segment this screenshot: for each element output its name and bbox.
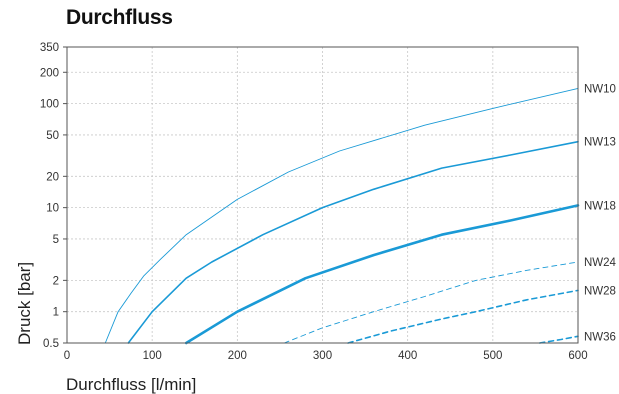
series-label-nw36: NW36 bbox=[584, 331, 616, 343]
chart-title: Durchfluss bbox=[66, 6, 173, 29]
series-line-nw10 bbox=[104, 87, 579, 344]
x-tick-label: 0 bbox=[64, 350, 70, 362]
series-line-nw28 bbox=[347, 289, 579, 344]
x-axis-title: Durchfluss [l/min] bbox=[66, 375, 196, 394]
series-line-nw24 bbox=[283, 261, 579, 344]
y-tick-label: 200 bbox=[40, 67, 59, 79]
y-tick-label: 350 bbox=[40, 42, 59, 54]
series-label-nw18: NW18 bbox=[584, 200, 616, 212]
y-tick-label: 2 bbox=[53, 275, 59, 287]
series-label-nw28: NW28 bbox=[584, 285, 616, 297]
series-line-nw18 bbox=[184, 204, 580, 345]
y-tick-label: 1 bbox=[53, 307, 59, 319]
plot-frame bbox=[66, 46, 579, 344]
y-tick-label: 0.5 bbox=[43, 338, 59, 350]
y-tick-label: 20 bbox=[46, 171, 59, 183]
series-label-nw13: NW13 bbox=[584, 137, 616, 149]
series-line-nw36 bbox=[538, 335, 579, 344]
x-tick-label: 500 bbox=[483, 350, 502, 362]
series-label-nw10: NW10 bbox=[584, 83, 616, 95]
series-line-nw13 bbox=[127, 140, 579, 344]
x-tick-label: 300 bbox=[313, 350, 332, 362]
axis-layer bbox=[63, 46, 579, 344]
x-tick-label: 100 bbox=[143, 350, 162, 362]
series-layer bbox=[104, 87, 580, 345]
y-tick-label: 100 bbox=[40, 99, 59, 111]
label-layer: 0 100 200 300 400 500 600 0.5 1 2 5 10 20 50 100 200 350… bbox=[40, 42, 617, 362]
grid-layer bbox=[67, 47, 578, 343]
y-tick-label: 10 bbox=[46, 203, 59, 215]
x-tick-label: 400 bbox=[398, 350, 417, 362]
x-tick-label: 200 bbox=[228, 350, 247, 362]
y-tick-label: 5 bbox=[53, 234, 59, 246]
y-tick-label: 50 bbox=[46, 130, 59, 142]
y-axis-title: Druck [bar] bbox=[15, 262, 34, 345]
series-label-nw24: NW24 bbox=[584, 257, 617, 269]
x-tick-label: 600 bbox=[568, 350, 587, 362]
